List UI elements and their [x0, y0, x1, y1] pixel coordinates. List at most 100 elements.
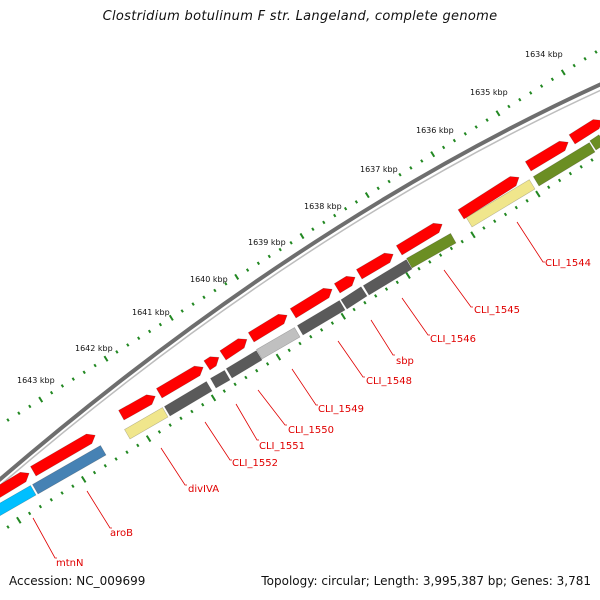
gene-label-leader — [235, 403, 259, 441]
inner-tick-dot — [319, 328, 324, 332]
red-cds-arrow — [568, 119, 600, 145]
kbp-tick-label: 1641 kbp — [132, 308, 170, 317]
kbp-tick-label: 1638 kbp — [304, 202, 342, 211]
colored-cds-block — [406, 232, 457, 269]
colored-cds-block — [465, 179, 536, 228]
colored-cds-block — [589, 134, 600, 151]
red-cds-arrow — [355, 252, 394, 280]
kbp-tick-labels: 1634 kbp 1635 kbp 1636 kbp 1637 kbp 1638 kbp… — [17, 50, 563, 385]
inner-tick-dot — [80, 475, 87, 483]
inner-tick-dot — [27, 511, 32, 516]
outer-tick-dot — [38, 396, 44, 403]
outer-tick-dot — [137, 336, 141, 341]
inner-tick-dot — [590, 158, 594, 162]
red-cds-arrow — [203, 356, 220, 371]
outer-tick-dot — [333, 213, 337, 218]
kbp-tick-label: 1637 kbp — [360, 165, 398, 174]
outer-tick-dot — [343, 206, 348, 211]
gene-label-leader — [337, 340, 365, 378]
inner-tick-dot — [417, 266, 421, 271]
red-cds-arrow — [395, 222, 443, 256]
inner-tick-dot — [547, 185, 551, 190]
outer-tick-dot — [583, 56, 587, 61]
inner-tick-dot — [482, 226, 486, 230]
kbp-tick-label: 1642 kbp — [75, 344, 113, 353]
colored-cds-block — [124, 407, 169, 440]
outer-tick-dot — [245, 268, 250, 272]
gene-label: mtnN — [56, 558, 83, 569]
inner-tick-dot — [255, 368, 259, 373]
outer-tick-dot — [158, 322, 163, 327]
kbp-tick-label: 1634 kbp — [525, 50, 563, 59]
outer-tick-dot — [82, 370, 86, 375]
inner-tick-dot — [145, 435, 152, 443]
outer-tick-dot — [463, 131, 467, 136]
red-cds-arrow — [289, 287, 333, 319]
gene-label-leader — [257, 389, 287, 426]
outer-tick-dot — [256, 261, 261, 266]
outer-tick-dot — [364, 192, 370, 199]
outer-tick-dot — [387, 179, 391, 184]
outer-tick-dot — [289, 240, 293, 245]
outer-tick-dot — [376, 186, 380, 191]
inner-tick-dot — [210, 394, 217, 402]
inner-tick-dot — [244, 375, 248, 380]
colored-cds-block — [163, 381, 213, 417]
accession-text: Accession: NC_009699 — [9, 574, 146, 588]
inner-tick-dot — [201, 402, 205, 407]
outer-tick-dot — [398, 172, 402, 177]
gene-label-leader — [32, 517, 57, 559]
red-cds-arrow — [0, 471, 30, 498]
colored-cds-track — [0, 134, 600, 517]
inner-tick-dot — [136, 443, 140, 448]
inner-tick-dot — [438, 253, 443, 257]
gene-label-leader — [86, 490, 112, 529]
inner-tick-dot — [470, 231, 476, 239]
inner-tick-dot — [103, 463, 107, 468]
red-cds-arrow — [155, 365, 204, 399]
red-cds-arrow — [219, 338, 248, 361]
kbp-tick-label: 1635 kbp — [470, 88, 508, 97]
inner-tick-dot — [557, 178, 562, 183]
outer-tick-dot — [224, 281, 228, 286]
outer-tick-dot — [495, 110, 501, 117]
outer-tick-dot — [550, 77, 555, 82]
outer-tick-dot — [93, 363, 97, 368]
inner-tick-dot — [60, 491, 64, 495]
inner-tick-dot — [233, 382, 237, 387]
inner-tick-dot — [179, 416, 183, 421]
outer-tick-dot — [441, 145, 446, 150]
inner-tick-dot — [38, 504, 43, 509]
inner-tick-dot — [503, 212, 508, 217]
colored-cds-block — [340, 286, 368, 310]
inner-tick-dot — [114, 457, 118, 461]
inner-tick-dot — [535, 190, 541, 198]
colored-cds-block — [225, 350, 263, 379]
inner-tick-dot — [405, 272, 411, 279]
red-cds-arrow — [247, 313, 288, 343]
outer-tick-dot — [126, 343, 130, 347]
outer-tick-dot — [147, 329, 152, 334]
inner-tick-dot — [222, 389, 226, 393]
outer-tick-dot — [311, 227, 315, 232]
inner-tick-dot — [92, 470, 97, 475]
outer-tick-dot — [529, 91, 533, 95]
inner-tick-dot — [71, 484, 75, 489]
outer-tick-dot — [560, 69, 566, 76]
kbp-tick-label: 1639 kbp — [248, 238, 286, 247]
inner-tick-dot — [493, 219, 497, 224]
inner-tick-dot — [265, 362, 270, 366]
inner-tick-dot — [275, 353, 282, 361]
genome-summary-text: Topology: circular; Length: 3,995,387 bp… — [261, 574, 591, 588]
inner-tick-dot — [384, 287, 389, 291]
outer-tick-dot — [409, 166, 413, 170]
inner-tick-dot — [330, 321, 335, 325]
outer-tick-dot — [202, 295, 206, 300]
gene-label: CLI_1551 — [259, 441, 305, 452]
inner-tick-dot — [579, 164, 583, 169]
inner-tick-dot — [125, 450, 129, 455]
inner-tick-dot — [514, 205, 518, 210]
gene-label-leader — [291, 368, 318, 406]
colored-cds-block — [532, 142, 596, 187]
red-cds-arrow — [524, 140, 569, 172]
